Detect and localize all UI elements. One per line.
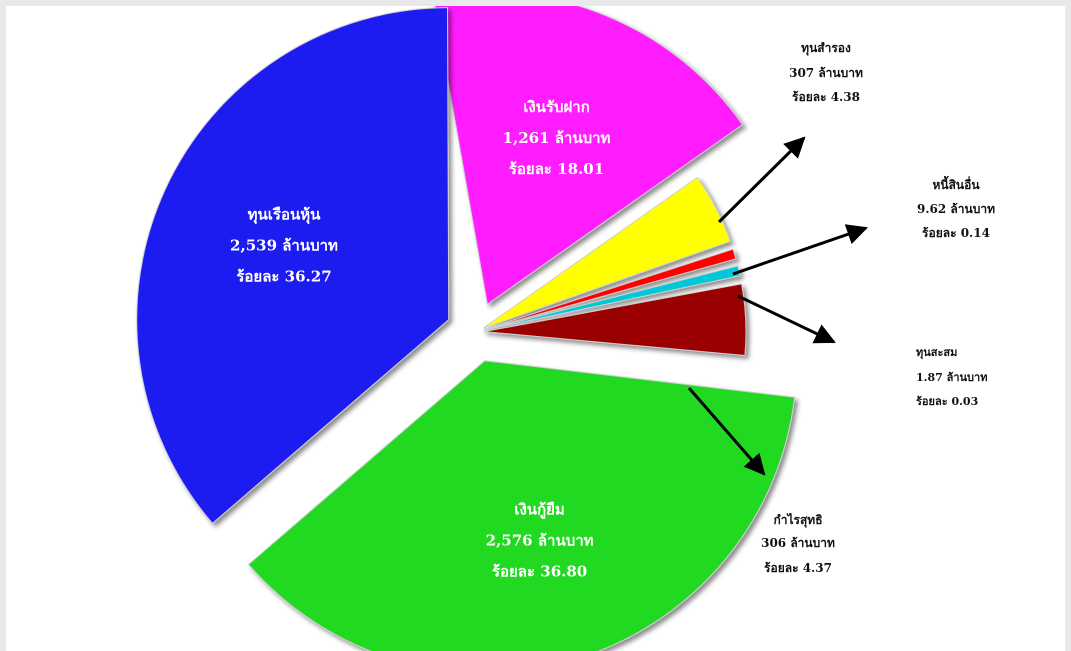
- callout-label-3-line-2: ร้อยละ 0.03: [916, 395, 978, 408]
- callout-label-4-line-1: 306 ล้านบาท: [761, 536, 835, 550]
- slice-label-6-line-0: ทุนเรือนหุ้น: [248, 206, 321, 225]
- pie-slices: [136, 6, 796, 651]
- slice-5: [247, 360, 796, 651]
- slice-1: [482, 176, 731, 329]
- chart-frame: เงินรับฝาก 1,261 ล้านบาทร้อยละ 18.01 ทุนสำ…: [6, 6, 1065, 651]
- callout-label-1-line-2: ร้อยละ 4.38: [792, 90, 860, 104]
- slice-label-5-line-0: เงินกู้ยืม: [514, 501, 564, 520]
- callout-label-1-line-1: 307 ล้านบาท: [789, 66, 863, 80]
- slice-2: [483, 248, 737, 331]
- slice-label-0-line-0: เงินรับฝาก: [523, 98, 590, 116]
- callout-arrow-2: [732, 224, 868, 276]
- slice-label-6-line-1: 2,539 ล้านบาท: [230, 237, 338, 255]
- callout-label-2-line-1: 9.62 ล้านบาท: [917, 202, 995, 216]
- slice-label-0-line-2: ร้อยละ 18.01: [509, 160, 604, 178]
- callout-arrows: [687, 136, 868, 476]
- callout-arrow-3: [737, 294, 836, 344]
- slice-4: [483, 283, 747, 357]
- callout-label-3-line-0: ทุนสะสม: [916, 346, 957, 360]
- slice-label-6-line-2: ร้อยละ 36.27: [236, 268, 331, 286]
- callout-label-3-line-1: 1.87 ล้านบาท: [916, 371, 987, 384]
- slice-6: [136, 7, 450, 525]
- slice-label-5-line-2: ร้อยละ 36.80: [492, 563, 587, 581]
- slice-0: [434, 6, 744, 306]
- callout-label-4-line-0: กำไรสุทธิ: [773, 512, 822, 528]
- callout-label-2-line-2: ร้อยละ 0.14: [922, 226, 990, 240]
- slice-label-5-line-1: 2,576 ล้านบาท: [486, 532, 594, 550]
- callout-arrow-1: [717, 136, 806, 224]
- callout-label-2-line-0: หนี้สินอื่น: [932, 175, 980, 192]
- callout-label-4-line-2: ร้อยละ 4.37: [764, 561, 832, 575]
- callout-label-1-line-0: ทุนสำรอง: [801, 41, 851, 56]
- callout-arrow-4: [687, 387, 766, 476]
- slice-label-0-line-1: 1,261 ล้านบาท: [503, 129, 611, 147]
